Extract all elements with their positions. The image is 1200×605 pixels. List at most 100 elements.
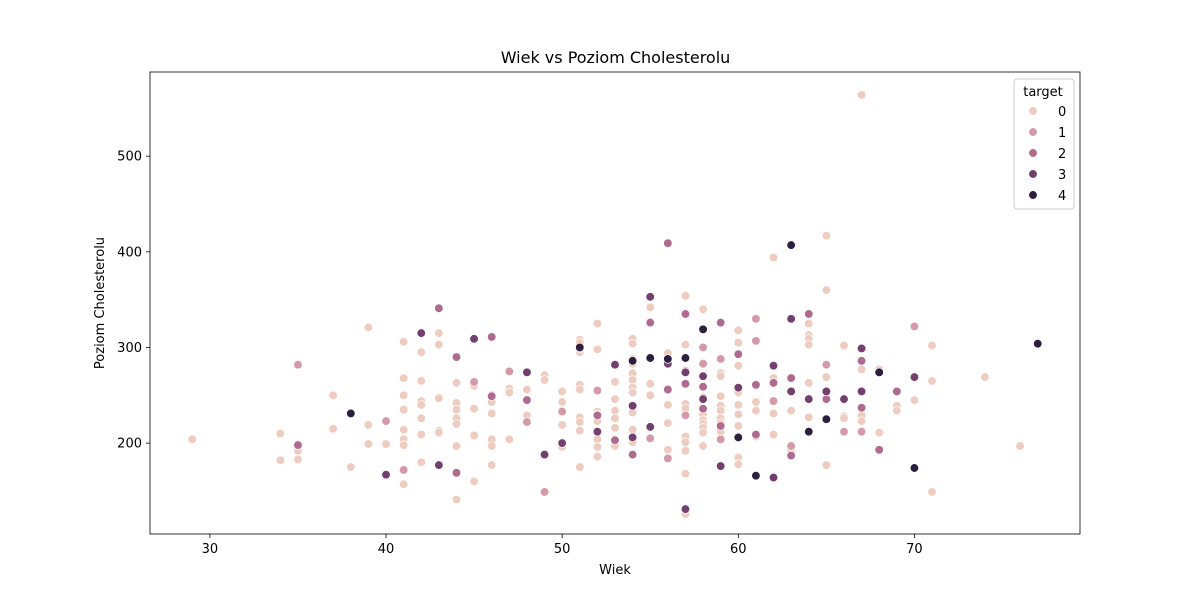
data-point	[856, 416, 867, 426]
data-point	[698, 382, 708, 392]
data-point	[680, 379, 691, 389]
data-point	[381, 439, 391, 449]
data-point	[557, 420, 567, 430]
legend-label: 4	[1058, 189, 1066, 204]
data-point	[768, 378, 779, 388]
data-point	[434, 339, 444, 350]
data-point	[856, 386, 867, 397]
data-point	[346, 462, 356, 472]
data-point	[1015, 441, 1025, 451]
data-point	[363, 439, 374, 449]
data-point	[680, 446, 691, 456]
data-point	[469, 377, 479, 387]
data-point	[381, 470, 391, 480]
data-point	[698, 371, 708, 381]
data-point	[663, 238, 673, 248]
data-point	[698, 394, 708, 404]
data-point	[733, 325, 743, 335]
data-point	[487, 460, 497, 470]
data-point	[786, 373, 796, 383]
data-point	[821, 360, 832, 370]
x-axis: 30 40 50 60 70	[202, 534, 923, 557]
x-tick-label: 30	[202, 542, 219, 557]
x-tick-label: 40	[378, 542, 395, 557]
data-point	[786, 314, 796, 324]
data-point	[539, 487, 550, 497]
legend-title: target	[1023, 85, 1063, 100]
data-point	[733, 383, 743, 393]
data-point	[804, 309, 814, 319]
data-point	[733, 459, 743, 469]
x-tick-label: 70	[906, 542, 923, 557]
data-point	[575, 384, 585, 395]
legend-label: 3	[1058, 168, 1066, 183]
y-tick-label: 400	[117, 245, 142, 260]
data-point	[804, 339, 814, 350]
data-point	[768, 361, 779, 371]
data-point	[275, 428, 285, 439]
data-point	[363, 322, 374, 333]
data-point	[398, 440, 409, 450]
data-point	[698, 427, 708, 438]
legend-marker	[1028, 190, 1038, 200]
data-point	[733, 409, 743, 420]
data-point	[592, 318, 603, 329]
data-point	[909, 395, 920, 405]
data-point	[680, 339, 691, 350]
data-point	[416, 429, 426, 440]
data-point	[698, 441, 708, 451]
x-tick-label: 60	[730, 542, 747, 557]
data-point	[839, 427, 849, 437]
y-tick-label: 500	[117, 150, 142, 165]
data-point	[469, 476, 479, 487]
data-point	[663, 400, 673, 410]
data-point	[839, 413, 849, 423]
data-point	[716, 371, 726, 381]
data-point	[522, 384, 532, 395]
data-point	[716, 391, 726, 401]
data-point	[645, 317, 655, 328]
data-point	[733, 432, 743, 443]
data-point	[557, 397, 567, 407]
data-point	[927, 340, 937, 351]
data-point	[645, 302, 655, 312]
data-point	[451, 468, 462, 478]
data-point	[663, 445, 673, 455]
data-point	[451, 352, 462, 362]
data-point	[522, 395, 532, 405]
data-point	[786, 405, 796, 416]
data-point	[645, 292, 655, 302]
data-point	[293, 440, 303, 450]
data-point	[539, 449, 550, 460]
data-point	[856, 356, 867, 366]
data-point	[645, 422, 655, 432]
data-point	[821, 372, 832, 382]
data-point	[804, 318, 814, 329]
data-point	[416, 457, 426, 467]
data-point	[592, 344, 603, 355]
plot-area-frame	[149, 71, 1081, 535]
data-point	[645, 390, 655, 400]
data-point	[892, 405, 902, 416]
data-point	[751, 397, 761, 407]
data-point	[663, 384, 673, 395]
data-point	[804, 394, 814, 404]
data-point	[821, 414, 832, 424]
data-point	[469, 334, 479, 344]
data-point	[592, 385, 603, 396]
data-point	[416, 328, 426, 338]
data-point	[575, 426, 585, 436]
data-point	[610, 394, 620, 404]
data-point	[346, 408, 356, 419]
data-point	[874, 367, 884, 378]
data-point	[680, 367, 691, 378]
data-point	[434, 303, 444, 313]
data-point	[909, 321, 920, 332]
data-point	[927, 376, 937, 386]
data-point	[856, 364, 867, 375]
data-point	[698, 324, 708, 334]
data-point	[751, 336, 761, 346]
data-point	[856, 403, 867, 413]
legend-label: 0	[1058, 105, 1066, 120]
data-point	[627, 401, 638, 411]
